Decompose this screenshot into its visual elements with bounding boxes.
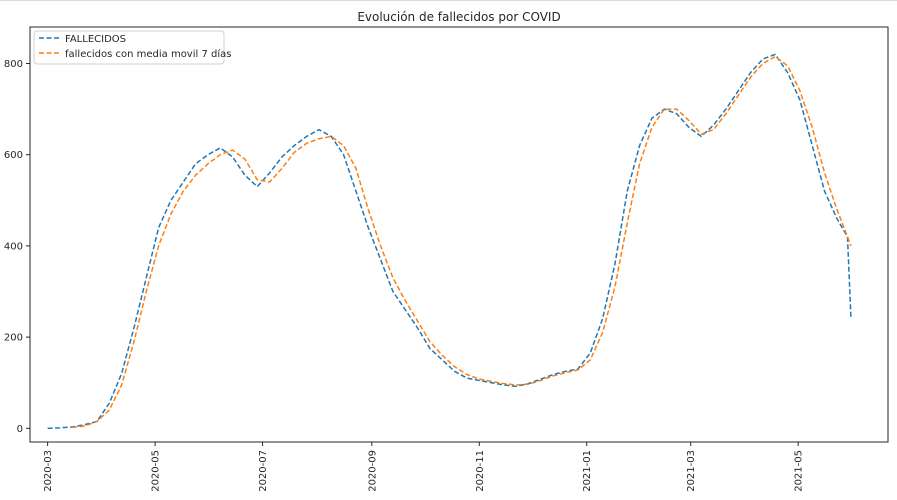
series-line-fallecidos <box>47 53 852 430</box>
x-tick-label: 2021-05 <box>794 450 805 492</box>
x-tick-label: 2020-09 <box>367 450 378 492</box>
x-tick-label: 2020-05 <box>151 450 162 492</box>
legend-label-fallecidos: FALLECIDOS <box>65 34 126 45</box>
legend-label-media-movil: fallecidos con media movil 7 días <box>65 48 231 60</box>
y-tick-label: 400 <box>4 241 23 252</box>
y-tick-label: 800 <box>4 59 23 70</box>
legend-box <box>33 30 225 65</box>
y-ticks: 0 200 400 600 800 <box>4 59 30 435</box>
y-tick-label: 600 <box>4 150 23 161</box>
legend: FALLECIDOS fallecidos con media movil 7 … <box>33 30 231 65</box>
chart-title: Evolución de fallecidos por COVID <box>357 10 560 24</box>
series-line-media-movil <box>72 55 852 429</box>
x-tick-label: 2020-07 <box>258 450 269 492</box>
x-axis: 2020-03 2020-05 2020-07 2020-09 2020-11 2021-… <box>43 442 805 492</box>
y-tick-label: 200 <box>4 333 23 344</box>
y-axis: 0 200 400 600 800 <box>4 59 30 435</box>
plot-frame <box>29 26 889 443</box>
x-tick-label: 2021-01 <box>582 450 593 492</box>
x-tick-label: 2021-03 <box>686 450 697 492</box>
series-layer <box>47 53 852 430</box>
x-ticks: 2020-03 2020-05 2020-07 2020-09 2020-11 2021-… <box>43 442 805 492</box>
x-tick-label: 2020-03 <box>43 450 54 492</box>
y-tick-label: 0 <box>17 424 23 435</box>
x-tick-label: 2020-11 <box>475 450 486 492</box>
